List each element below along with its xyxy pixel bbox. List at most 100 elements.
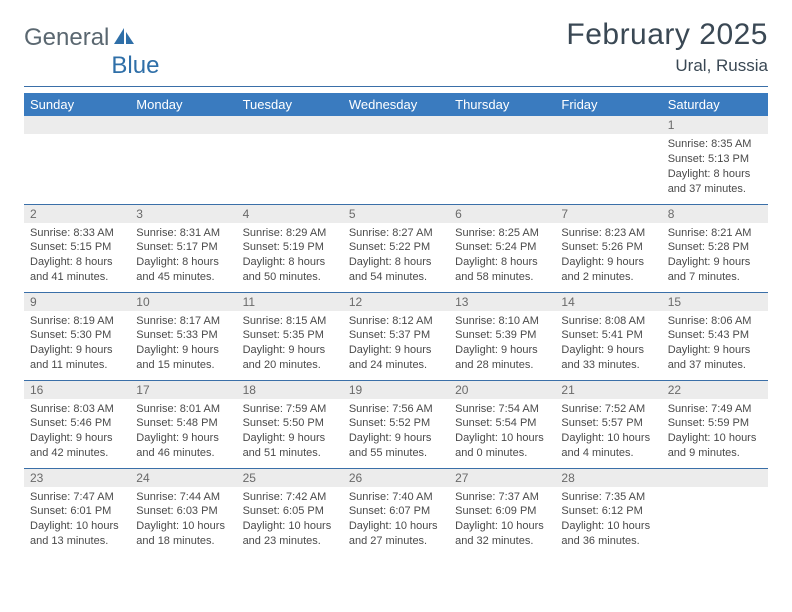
sunrise-line: Sunrise: 8:01 AM — [136, 402, 230, 417]
day-details: Sunrise: 8:12 AMSunset: 5:37 PMDaylight:… — [343, 311, 449, 379]
day-number: 3 — [130, 205, 236, 223]
day-number: 13 — [449, 293, 555, 311]
logo: General Blue — [24, 18, 159, 80]
logo-sail-icon — [113, 27, 135, 45]
day-number: 15 — [662, 293, 768, 311]
daylight-line: Daylight: 8 hours and 37 minutes. — [668, 167, 762, 197]
daylight-line: Daylight: 9 hours and 28 minutes. — [455, 343, 549, 373]
calendar-week-row: 1Sunrise: 8:35 AMSunset: 5:13 PMDaylight… — [24, 116, 768, 204]
calendar-day-cell — [130, 116, 236, 204]
day-header: Tuesday — [237, 93, 343, 116]
calendar-day-cell: 26Sunrise: 7:40 AMSunset: 6:07 PMDayligh… — [343, 468, 449, 556]
day-details: Sunrise: 8:31 AMSunset: 5:17 PMDaylight:… — [130, 223, 236, 291]
sunset-line: Sunset: 5:37 PM — [349, 328, 443, 343]
day-header: Monday — [130, 93, 236, 116]
sunrise-line: Sunrise: 8:23 AM — [561, 226, 655, 241]
sunset-line: Sunset: 5:57 PM — [561, 416, 655, 431]
sunset-line: Sunset: 5:28 PM — [668, 240, 762, 255]
sunrise-line: Sunrise: 7:49 AM — [668, 402, 762, 417]
sunset-line: Sunset: 6:01 PM — [30, 504, 124, 519]
sunset-line: Sunset: 5:48 PM — [136, 416, 230, 431]
sunrise-line: Sunrise: 7:47 AM — [30, 490, 124, 505]
calendar-day-cell: 6Sunrise: 8:25 AMSunset: 5:24 PMDaylight… — [449, 204, 555, 292]
calendar-day-cell: 24Sunrise: 7:44 AMSunset: 6:03 PMDayligh… — [130, 468, 236, 556]
daylight-line: Daylight: 9 hours and 24 minutes. — [349, 343, 443, 373]
day-details: Sunrise: 8:35 AMSunset: 5:13 PMDaylight:… — [662, 134, 768, 202]
calendar-day-cell: 17Sunrise: 8:01 AMSunset: 5:48 PMDayligh… — [130, 380, 236, 468]
calendar-day-cell: 12Sunrise: 8:12 AMSunset: 5:37 PMDayligh… — [343, 292, 449, 380]
day-details: Sunrise: 8:23 AMSunset: 5:26 PMDaylight:… — [555, 223, 661, 291]
daylight-line: Daylight: 10 hours and 4 minutes. — [561, 431, 655, 461]
sunset-line: Sunset: 5:19 PM — [243, 240, 337, 255]
sunset-line: Sunset: 5:24 PM — [455, 240, 549, 255]
calendar-day-cell: 11Sunrise: 8:15 AMSunset: 5:35 PMDayligh… — [237, 292, 343, 380]
day-number: 20 — [449, 381, 555, 399]
month-title: February 2025 — [566, 18, 768, 52]
calendar-day-cell: 28Sunrise: 7:35 AMSunset: 6:12 PMDayligh… — [555, 468, 661, 556]
day-details: Sunrise: 8:15 AMSunset: 5:35 PMDaylight:… — [237, 311, 343, 379]
daylight-line: Daylight: 9 hours and 7 minutes. — [668, 255, 762, 285]
sunrise-line: Sunrise: 8:31 AM — [136, 226, 230, 241]
day-number: 2 — [24, 205, 130, 223]
calendar-day-cell: 10Sunrise: 8:17 AMSunset: 5:33 PMDayligh… — [130, 292, 236, 380]
day-details: Sunrise: 8:17 AMSunset: 5:33 PMDaylight:… — [130, 311, 236, 379]
calendar-day-cell: 2Sunrise: 8:33 AMSunset: 5:15 PMDaylight… — [24, 204, 130, 292]
day-header: Thursday — [449, 93, 555, 116]
day-header: Saturday — [662, 93, 768, 116]
calendar-day-cell — [555, 116, 661, 204]
day-details: Sunrise: 7:56 AMSunset: 5:52 PMDaylight:… — [343, 399, 449, 467]
day-number: 7 — [555, 205, 661, 223]
daylight-line: Daylight: 10 hours and 13 minutes. — [30, 519, 124, 549]
calendar-day-cell — [237, 116, 343, 204]
sunrise-line: Sunrise: 8:15 AM — [243, 314, 337, 329]
daylight-line: Daylight: 10 hours and 27 minutes. — [349, 519, 443, 549]
daylight-line: Daylight: 10 hours and 18 minutes. — [136, 519, 230, 549]
sunset-line: Sunset: 5:41 PM — [561, 328, 655, 343]
day-details: Sunrise: 8:27 AMSunset: 5:22 PMDaylight:… — [343, 223, 449, 291]
calendar-day-cell — [343, 116, 449, 204]
day-details: Sunrise: 7:40 AMSunset: 6:07 PMDaylight:… — [343, 487, 449, 555]
daylight-line: Daylight: 9 hours and 33 minutes. — [561, 343, 655, 373]
day-number: 16 — [24, 381, 130, 399]
calendar-week-row: 9Sunrise: 8:19 AMSunset: 5:30 PMDaylight… — [24, 292, 768, 380]
sunset-line: Sunset: 5:17 PM — [136, 240, 230, 255]
sunrise-line: Sunrise: 7:44 AM — [136, 490, 230, 505]
sunset-line: Sunset: 5:43 PM — [668, 328, 762, 343]
sunrise-line: Sunrise: 7:52 AM — [561, 402, 655, 417]
sunset-line: Sunset: 5:39 PM — [455, 328, 549, 343]
calendar-day-cell: 20Sunrise: 7:54 AMSunset: 5:54 PMDayligh… — [449, 380, 555, 468]
sunrise-line: Sunrise: 8:21 AM — [668, 226, 762, 241]
day-number: 12 — [343, 293, 449, 311]
day-details: Sunrise: 8:21 AMSunset: 5:28 PMDaylight:… — [662, 223, 768, 291]
location: Ural, Russia — [566, 56, 768, 76]
day-details: Sunrise: 7:59 AMSunset: 5:50 PMDaylight:… — [237, 399, 343, 467]
logo-text-gray: General — [24, 24, 109, 52]
calendar-day-cell: 21Sunrise: 7:52 AMSunset: 5:57 PMDayligh… — [555, 380, 661, 468]
sunrise-line: Sunrise: 8:03 AM — [30, 402, 124, 417]
day-details: Sunrise: 7:44 AMSunset: 6:03 PMDaylight:… — [130, 487, 236, 555]
daylight-line: Daylight: 9 hours and 15 minutes. — [136, 343, 230, 373]
day-number: 4 — [237, 205, 343, 223]
daylight-line: Daylight: 8 hours and 50 minutes. — [243, 255, 337, 285]
sunrise-line: Sunrise: 8:12 AM — [349, 314, 443, 329]
day-details: Sunrise: 7:37 AMSunset: 6:09 PMDaylight:… — [449, 487, 555, 555]
day-details: Sunrise: 7:52 AMSunset: 5:57 PMDaylight:… — [555, 399, 661, 467]
day-header: Friday — [555, 93, 661, 116]
calendar-day-cell: 27Sunrise: 7:37 AMSunset: 6:09 PMDayligh… — [449, 468, 555, 556]
daylight-line: Daylight: 10 hours and 32 minutes. — [455, 519, 549, 549]
day-number: 24 — [130, 469, 236, 487]
day-number: 28 — [555, 469, 661, 487]
day-number — [343, 116, 449, 134]
sunrise-line: Sunrise: 8:27 AM — [349, 226, 443, 241]
day-number — [24, 116, 130, 134]
calendar-table: Sunday Monday Tuesday Wednesday Thursday… — [24, 93, 768, 556]
day-header-row: Sunday Monday Tuesday Wednesday Thursday… — [24, 93, 768, 116]
day-number: 17 — [130, 381, 236, 399]
sunrise-line: Sunrise: 8:35 AM — [668, 137, 762, 152]
sunrise-line: Sunrise: 7:59 AM — [243, 402, 337, 417]
calendar-day-cell: 15Sunrise: 8:06 AMSunset: 5:43 PMDayligh… — [662, 292, 768, 380]
calendar-day-cell: 14Sunrise: 8:08 AMSunset: 5:41 PMDayligh… — [555, 292, 661, 380]
calendar-day-cell: 7Sunrise: 8:23 AMSunset: 5:26 PMDaylight… — [555, 204, 661, 292]
sunrise-line: Sunrise: 8:29 AM — [243, 226, 337, 241]
sunrise-line: Sunrise: 7:42 AM — [243, 490, 337, 505]
